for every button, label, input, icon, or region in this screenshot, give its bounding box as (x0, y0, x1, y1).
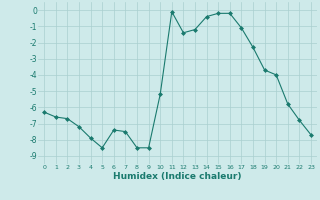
X-axis label: Humidex (Indice chaleur): Humidex (Indice chaleur) (113, 172, 242, 181)
